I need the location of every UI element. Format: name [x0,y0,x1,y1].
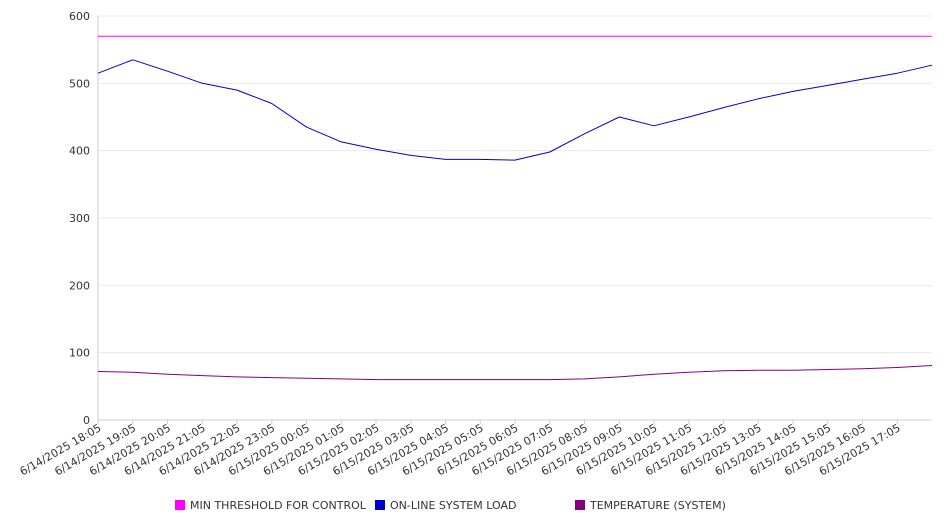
axes [97,16,932,424]
y-tick-label: 100 [69,347,90,360]
x-tick-labels: 6/14/2025 18:056/14/2025 19:056/14/2025 … [18,421,903,478]
legend-label: MIN THRESHOLD FOR CONTROL [190,499,367,512]
y-tick-label: 0 [83,414,90,427]
y-tick-label: 500 [69,77,90,90]
y-tick-label: 200 [69,279,90,292]
y-tick-label: 300 [69,212,90,225]
legend-swatch [375,500,385,510]
legend-label: TEMPERATURE (SYSTEM) [589,499,726,512]
series-line-2 [97,59,933,161]
y-tick-label: 600 [69,10,90,23]
y-tick-labels: 0 100 200 300 400 500 600 [69,10,90,427]
series-line-3 [97,365,933,381]
grid-lines [98,15,932,354]
legend: MIN THRESHOLD FOR CONTROL ON-LINE SYSTEM … [175,499,726,512]
series-lines [97,35,933,381]
y-tick-label: 400 [69,145,90,158]
legend-swatch [175,500,185,510]
legend-swatch [575,500,585,510]
legend-label: ON-LINE SYSTEM LOAD [390,499,516,512]
